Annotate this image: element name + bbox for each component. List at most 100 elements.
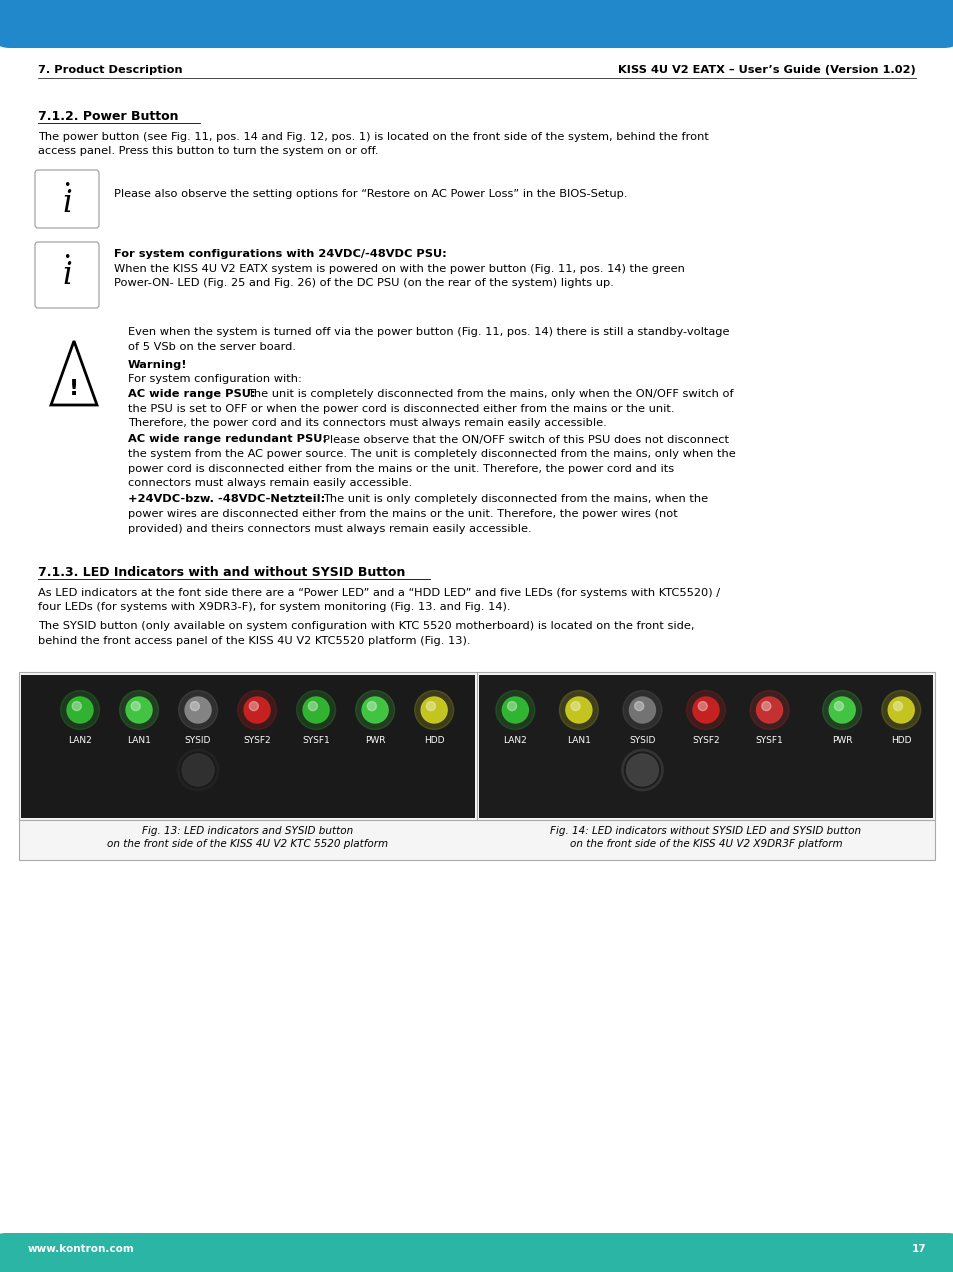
FancyBboxPatch shape: [35, 242, 99, 308]
Text: four LEDs (for systems with X9DR3-F), for system monitoring (Fig. 13. and Fig. 1: four LEDs (for systems with X9DR3-F), fo…: [38, 603, 510, 613]
Circle shape: [132, 702, 140, 711]
Text: of 5 VSb on the server board.: of 5 VSb on the server board.: [128, 341, 295, 351]
Text: Fig. 14: LED indicators without SYSID LED and SYSID button: Fig. 14: LED indicators without SYSID LE…: [550, 826, 861, 836]
Text: behind the front access panel of the KISS 4U V2 KTC5520 platform (Fig. 13).: behind the front access panel of the KIS…: [38, 636, 470, 645]
Text: AC wide range redundant PSU:: AC wide range redundant PSU:: [128, 435, 327, 444]
Text: PWR: PWR: [831, 736, 852, 745]
Text: SYSID: SYSID: [629, 736, 655, 745]
Text: +24VDC-bzw. -48VDC-Netzteil:: +24VDC-bzw. -48VDC-Netzteil:: [128, 495, 325, 505]
Circle shape: [749, 691, 788, 730]
Text: i: i: [62, 259, 71, 291]
Circle shape: [881, 691, 920, 730]
Text: KISS 4U V2 EATX – User’s Guide (Version 1.02): KISS 4U V2 EATX – User’s Guide (Version …: [618, 65, 915, 75]
Circle shape: [756, 697, 781, 722]
Text: 17: 17: [910, 1244, 925, 1254]
Circle shape: [698, 702, 706, 711]
FancyBboxPatch shape: [35, 170, 99, 228]
Circle shape: [420, 697, 447, 722]
Text: •: •: [63, 179, 71, 192]
FancyBboxPatch shape: [0, 0, 953, 48]
Text: access panel. Press this button to turn the system on or off.: access panel. Press this button to turn …: [38, 146, 378, 156]
Circle shape: [249, 702, 258, 711]
Circle shape: [355, 691, 395, 730]
Text: HDD: HDD: [423, 736, 444, 745]
Circle shape: [571, 702, 579, 711]
Circle shape: [692, 697, 719, 722]
Text: Even when the system is turned off via the power button (Fig. 11, pos. 14) there: Even when the system is turned off via t…: [128, 327, 729, 337]
Circle shape: [507, 702, 517, 711]
Text: Please observe that the ON/OFF switch of this PSU does not disconnect: Please observe that the ON/OFF switch of…: [323, 435, 728, 444]
Text: on the front side of the KISS 4U V2 X9DR3F platform: on the front side of the KISS 4U V2 X9DR…: [569, 840, 841, 848]
Text: The power button (see Fig. 11, pos. 14 and Fig. 12, pos. 1) is located on the fr: The power button (see Fig. 11, pos. 14 a…: [38, 132, 708, 142]
Circle shape: [190, 702, 199, 711]
Text: power cord is disconnected either from the mains or the unit. Therefore, the pow: power cord is disconnected either from t…: [128, 463, 674, 473]
Text: the PSU is set to OFF or when the power cord is disconnected either from the mai: the PSU is set to OFF or when the power …: [128, 403, 674, 413]
Circle shape: [126, 697, 152, 722]
Circle shape: [502, 697, 528, 722]
Text: For system configuration with:: For system configuration with:: [128, 374, 301, 384]
Text: SYSF1: SYSF1: [302, 736, 330, 745]
Text: When the KISS 4U V2 EATX system is powered on with the power button (Fig. 11, po: When the KISS 4U V2 EATX system is power…: [113, 263, 684, 273]
Text: connectors must always remain easily accessible.: connectors must always remain easily acc…: [128, 478, 412, 488]
Circle shape: [634, 702, 643, 711]
Text: the system from the AC power source. The unit is completely disconnected from th: the system from the AC power source. The…: [128, 449, 735, 459]
Text: The SYSID button (only available on system configuration with KTC 5520 motherboa: The SYSID button (only available on syst…: [38, 621, 694, 631]
Circle shape: [60, 691, 99, 730]
Text: As LED indicators at the font side there are a “Power LED” and a “HDD LED” and f: As LED indicators at the font side there…: [38, 588, 720, 598]
Text: PWR: PWR: [364, 736, 385, 745]
Text: !: !: [69, 379, 79, 399]
Circle shape: [182, 754, 213, 786]
Circle shape: [185, 697, 211, 722]
Text: SYSID: SYSID: [185, 736, 211, 745]
Circle shape: [178, 691, 217, 730]
Text: The unit is only completely disconnected from the mains, when the: The unit is only completely disconnected…: [323, 495, 707, 505]
Circle shape: [362, 697, 388, 722]
Text: For system configurations with 24VDC/-48VDC PSU:: For system configurations with 24VDC/-48…: [113, 249, 446, 259]
Bar: [21, 675, 475, 818]
Text: www.kontron.com: www.kontron.com: [28, 1244, 134, 1254]
Text: SYSF2: SYSF2: [243, 736, 271, 745]
Bar: [19, 672, 934, 860]
Text: i: i: [62, 188, 71, 219]
Text: 7.1.3. LED Indicators with and without SYSID Button: 7.1.3. LED Indicators with and without S…: [38, 566, 405, 579]
Circle shape: [887, 697, 913, 722]
Text: LAN2: LAN2: [503, 736, 527, 745]
Circle shape: [67, 697, 93, 722]
Circle shape: [828, 697, 854, 722]
Circle shape: [303, 697, 329, 722]
Circle shape: [558, 691, 598, 730]
Text: Power-ON- LED (Fig. 25 and Fig. 26) of the DC PSU (on the rear of the system) li: Power-ON- LED (Fig. 25 and Fig. 26) of t…: [113, 279, 613, 287]
Polygon shape: [51, 341, 97, 404]
Circle shape: [629, 697, 655, 722]
Text: LAN1: LAN1: [566, 736, 590, 745]
Circle shape: [626, 754, 658, 786]
Text: on the front side of the KISS 4U V2 KTC 5520 platform: on the front side of the KISS 4U V2 KTC …: [108, 840, 388, 848]
Text: LAN2: LAN2: [68, 736, 91, 745]
Text: HDD: HDD: [890, 736, 910, 745]
Text: power wires are disconnected either from the mains or the unit. Therefore, the p: power wires are disconnected either from…: [128, 509, 677, 519]
Text: SYSF2: SYSF2: [692, 736, 720, 745]
Text: provided) and theirs connectors must always remain easily accessible.: provided) and theirs connectors must alw…: [128, 524, 531, 533]
FancyBboxPatch shape: [0, 1233, 953, 1272]
Text: Therefore, the power cord and its connectors must always remain easily accessibl: Therefore, the power cord and its connec…: [128, 418, 606, 427]
Text: 7.1.2. Power Button: 7.1.2. Power Button: [38, 109, 178, 123]
Text: Fig. 13: LED indicators and SYSID button: Fig. 13: LED indicators and SYSID button: [142, 826, 354, 836]
Circle shape: [565, 697, 591, 722]
Circle shape: [308, 702, 317, 711]
Circle shape: [367, 702, 376, 711]
Circle shape: [834, 702, 842, 711]
Text: Please also observe the setting options for “Restore on AC Power Loss” in the BI: Please also observe the setting options …: [113, 190, 627, 198]
Circle shape: [760, 702, 770, 711]
Circle shape: [892, 702, 902, 711]
Text: •: •: [63, 251, 71, 265]
Text: Warning!: Warning!: [128, 360, 188, 370]
Text: The unit is completely disconnected from the mains, only when the ON/OFF switch : The unit is completely disconnected from…: [247, 389, 733, 399]
Circle shape: [686, 691, 724, 730]
Text: AC wide range PSU:: AC wide range PSU:: [128, 389, 255, 399]
Circle shape: [296, 691, 335, 730]
Circle shape: [426, 702, 435, 711]
Bar: [478, 675, 932, 818]
Circle shape: [415, 691, 454, 730]
Circle shape: [119, 691, 158, 730]
Text: LAN1: LAN1: [127, 736, 151, 745]
